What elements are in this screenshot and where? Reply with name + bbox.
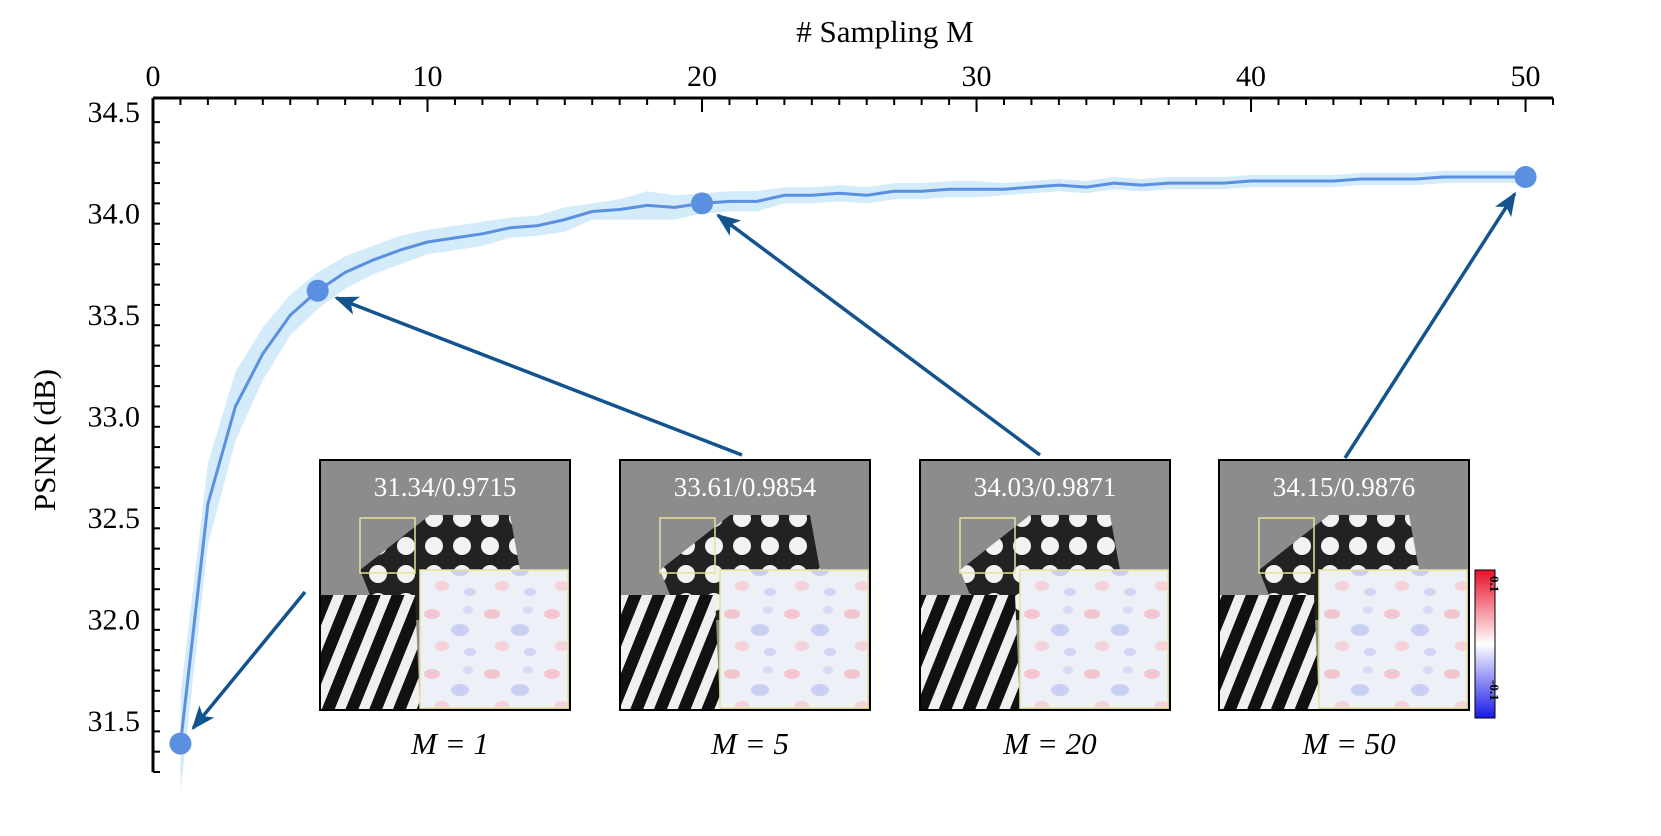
highlighted-point [691, 192, 714, 215]
inset-metric-label: 34.15/0.9876 [1273, 472, 1416, 502]
highlighted-point [306, 279, 329, 302]
y-tick-label: 33.0 [88, 401, 141, 434]
highlighted-point-layer [169, 165, 1537, 755]
highlighted-point [169, 732, 192, 755]
callout-arrow [1343, 191, 1517, 459]
y-tick-label: 32.5 [88, 502, 141, 535]
x-tick-label: 0 [146, 60, 161, 93]
inset-residual-panel [419, 569, 569, 709]
y-tick-label: 34.0 [88, 198, 141, 231]
highlighted-point [1514, 165, 1537, 188]
colorbar [1474, 569, 1496, 719]
y-tick-label: 31.5 [88, 705, 141, 738]
inset-frame [1218, 459, 1470, 711]
inset-zoom-box [1258, 517, 1315, 574]
arrow-layer [191, 191, 1517, 730]
inset-stripe-region [1219, 595, 1319, 710]
x-tick-label: 40 [1236, 60, 1266, 93]
inset-sampling-label: M = 20 [1002, 726, 1097, 761]
inset-panel: 33.61/0.9854 M = 5 [619, 459, 871, 761]
inset-zoom-box [659, 517, 716, 574]
inset-metric-label: 33.61/0.9854 [674, 472, 817, 502]
callout-arrow [334, 296, 743, 457]
callout-arrow [716, 213, 1042, 457]
x-tick-label: 10 [413, 60, 443, 93]
y-tick-label: 33.5 [88, 299, 141, 332]
inset-metric-label: 34.03/0.9871 [974, 472, 1117, 502]
series-line-psnr [179, 175, 1526, 744]
inset-zoom-box [959, 517, 1016, 574]
x-tick-label: 30 [962, 60, 992, 93]
inset-residual-panel [1019, 569, 1169, 709]
x-axis-title: # Sampling M [796, 14, 973, 49]
colorbar-max-label: 0.1 [1487, 576, 1502, 592]
inset-stripe-region [620, 595, 720, 710]
x-tick-label: 50 [1511, 60, 1541, 93]
inset-panel: 34.15/0.9876 M = 50 [1218, 459, 1470, 761]
inset-frame [919, 459, 1171, 711]
y-axis-title: PSNR (dB) [27, 369, 62, 511]
inset-stripe-region [920, 595, 1020, 710]
inset-stripe-region [320, 595, 420, 710]
inset-metric-label: 31.34/0.9715 [374, 472, 517, 502]
inset-residual-panel [1318, 569, 1468, 709]
y-tick-label: 34.5 [88, 96, 141, 129]
inset-sampling-label: M = 50 [1301, 726, 1396, 761]
inset-layer: 31.34/0.9715 M = 1 33.61/0.9854 M = 5 34.03/… [319, 459, 1502, 761]
inset-panel: 31.34/0.9715 M = 1 [319, 459, 571, 761]
inset-sampling-label: M = 5 [710, 726, 789, 761]
series-line-layer [179, 175, 1526, 744]
colorbar-min-label: -0.1 [1487, 680, 1502, 701]
inset-residual-panel [719, 569, 869, 709]
inset-frame [319, 459, 571, 711]
y-tick-label: 32.0 [88, 604, 141, 637]
callout-arrow [191, 590, 307, 730]
inset-sampling-label: M = 1 [410, 726, 489, 761]
inset-frame [619, 459, 871, 711]
inset-panel: 34.03/0.9871 M = 20 [919, 459, 1171, 761]
inset-zoom-box [359, 517, 416, 574]
x-tick-label: 20 [687, 60, 717, 93]
axes-layer: 0 10 20 30 40 50 31.5 32.0 32.5 33.0 33.5 34.0 34.5 [88, 60, 1554, 773]
